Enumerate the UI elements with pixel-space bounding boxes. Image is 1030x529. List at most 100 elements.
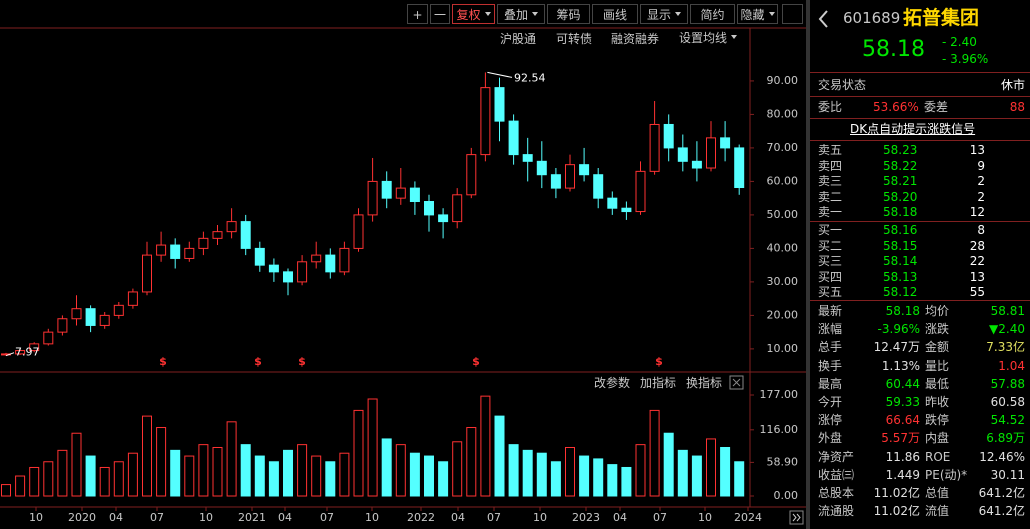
event-marker: $ bbox=[159, 355, 167, 368]
stat-value: 58.18 bbox=[885, 304, 920, 318]
candle-body bbox=[184, 247, 195, 259]
volume-bar bbox=[522, 449, 533, 497]
toolbar-button[interactable]: 叠加 bbox=[497, 4, 545, 24]
volume-bar bbox=[720, 446, 731, 497]
y-tick-label: 10.00 bbox=[767, 342, 799, 355]
stat-label: 涨幅 bbox=[818, 322, 843, 337]
volume-bar bbox=[283, 449, 293, 497]
volume-bar bbox=[339, 452, 350, 497]
stat-value: 59.33 bbox=[885, 395, 920, 409]
candle-body bbox=[550, 174, 561, 189]
stat-label: PE(动)* bbox=[925, 467, 968, 482]
stat-value: 58.81 bbox=[990, 304, 1025, 318]
volume-bar bbox=[43, 461, 54, 497]
volume-bar bbox=[212, 446, 223, 497]
volume-bar bbox=[452, 441, 463, 497]
y-tick-label: 90.00 bbox=[767, 74, 799, 87]
toolbar-button[interactable]: 复权 bbox=[452, 4, 495, 24]
stat-value: 1.449 bbox=[885, 467, 920, 482]
sub-tool[interactable]: 可转债 bbox=[556, 32, 593, 46]
indicator-tool[interactable]: 改参数 bbox=[594, 376, 631, 390]
book-label: 卖五 bbox=[818, 143, 843, 157]
stat-value: 30.11 bbox=[990, 467, 1025, 482]
volume-bar bbox=[691, 455, 702, 497]
sub-tool[interactable]: 沪股通 bbox=[500, 32, 537, 46]
stat-value: 60.44 bbox=[885, 376, 920, 391]
candle-body bbox=[565, 164, 575, 189]
stat-label: 净资产 bbox=[818, 449, 855, 464]
toolbar-button[interactable]: 简约 bbox=[690, 4, 735, 24]
toolbar-button[interactable]: 隐藏 bbox=[737, 4, 778, 24]
scroll-button[interactable] bbox=[789, 510, 804, 525]
candle-body bbox=[607, 197, 618, 209]
stat-value: 12.47万 bbox=[873, 340, 920, 355]
candle-body bbox=[409, 187, 420, 203]
y-tick-label: 58.90 bbox=[767, 455, 799, 468]
volume-bar bbox=[311, 455, 322, 497]
book-label: 卖一 bbox=[818, 205, 843, 220]
volume-bar bbox=[297, 444, 308, 497]
fullscreen-button[interactable] bbox=[782, 4, 803, 24]
stat-value: 1.13% bbox=[881, 358, 920, 373]
candle-body bbox=[283, 271, 293, 283]
indicator-tool[interactable]: 加指标 bbox=[640, 376, 677, 390]
stat-value: -3.96% bbox=[877, 322, 920, 337]
stat-label: 收益㈢ bbox=[818, 467, 855, 482]
toolbar-button[interactable]: 画线 bbox=[592, 4, 638, 24]
volume-bar bbox=[424, 455, 434, 497]
toolbar-button[interactable]: 筹码 bbox=[547, 4, 590, 24]
toolbar-button[interactable]: 显示 bbox=[640, 4, 688, 24]
signal-link[interactable]: DK点自动提示涨跌信号 bbox=[850, 122, 976, 136]
close-icon[interactable] bbox=[729, 375, 744, 390]
volume-bar bbox=[565, 446, 575, 497]
x-tick-label: 2024 bbox=[734, 511, 762, 524]
status-label: 交易状态 bbox=[818, 78, 867, 92]
candle-body bbox=[198, 237, 209, 249]
sub-tool[interactable]: 融资融券 bbox=[611, 32, 660, 46]
stat-value: 57.88 bbox=[990, 376, 1025, 391]
stat-label: 涨跌 bbox=[925, 322, 950, 337]
sub-tool[interactable]: 设置均线 bbox=[679, 29, 737, 47]
book-label: 买四 bbox=[818, 269, 843, 284]
back-arrow[interactable] bbox=[815, 9, 835, 29]
book-price: 58.20 bbox=[883, 189, 918, 204]
candle-body bbox=[71, 308, 82, 320]
y-tick-label: 40.00 bbox=[767, 241, 799, 254]
toolbar-button[interactable]: + bbox=[407, 4, 428, 24]
event-marker: $ bbox=[254, 355, 262, 368]
toolbar-button[interactable]: 一 bbox=[430, 4, 450, 24]
book-label: 买五 bbox=[818, 285, 843, 300]
book-price: 58.21 bbox=[883, 174, 918, 189]
stat-label: 金额 bbox=[925, 340, 950, 355]
volume-bar bbox=[353, 409, 364, 497]
x-tick-label: 10 bbox=[199, 511, 213, 524]
book-volume: 12 bbox=[969, 205, 985, 220]
volume-bar bbox=[268, 461, 279, 497]
volume-bar bbox=[550, 461, 561, 497]
x-tick-label: 2021 bbox=[238, 511, 266, 524]
annotation-arrow bbox=[487, 71, 513, 78]
x-tick-label: 10 bbox=[29, 511, 43, 524]
indicator-tool[interactable]: 换指标 bbox=[686, 376, 723, 390]
volume-bar bbox=[635, 444, 646, 497]
x-tick-label: 07 bbox=[320, 511, 334, 524]
candle-body bbox=[29, 343, 40, 352]
candle-body bbox=[311, 254, 322, 263]
y-tick-label: 80.00 bbox=[767, 107, 799, 120]
book-volume: 28 bbox=[969, 238, 985, 253]
candle-body bbox=[127, 291, 138, 306]
candle-body bbox=[635, 170, 646, 213]
candle-body bbox=[691, 160, 702, 169]
book-price: 58.23 bbox=[883, 143, 918, 157]
volume-bar bbox=[71, 432, 82, 497]
candle-body bbox=[367, 180, 378, 216]
candle-body bbox=[452, 194, 463, 223]
stat-value: 11.02亿 bbox=[873, 504, 920, 519]
candle-body bbox=[57, 318, 68, 333]
stat-label: 流值 bbox=[925, 504, 950, 519]
stat-value: 6.89万 bbox=[986, 431, 1025, 446]
candle-body bbox=[268, 264, 279, 273]
change: - 2.40 bbox=[942, 35, 977, 49]
volume-bar bbox=[325, 461, 336, 497]
event-marker: $ bbox=[298, 355, 306, 368]
